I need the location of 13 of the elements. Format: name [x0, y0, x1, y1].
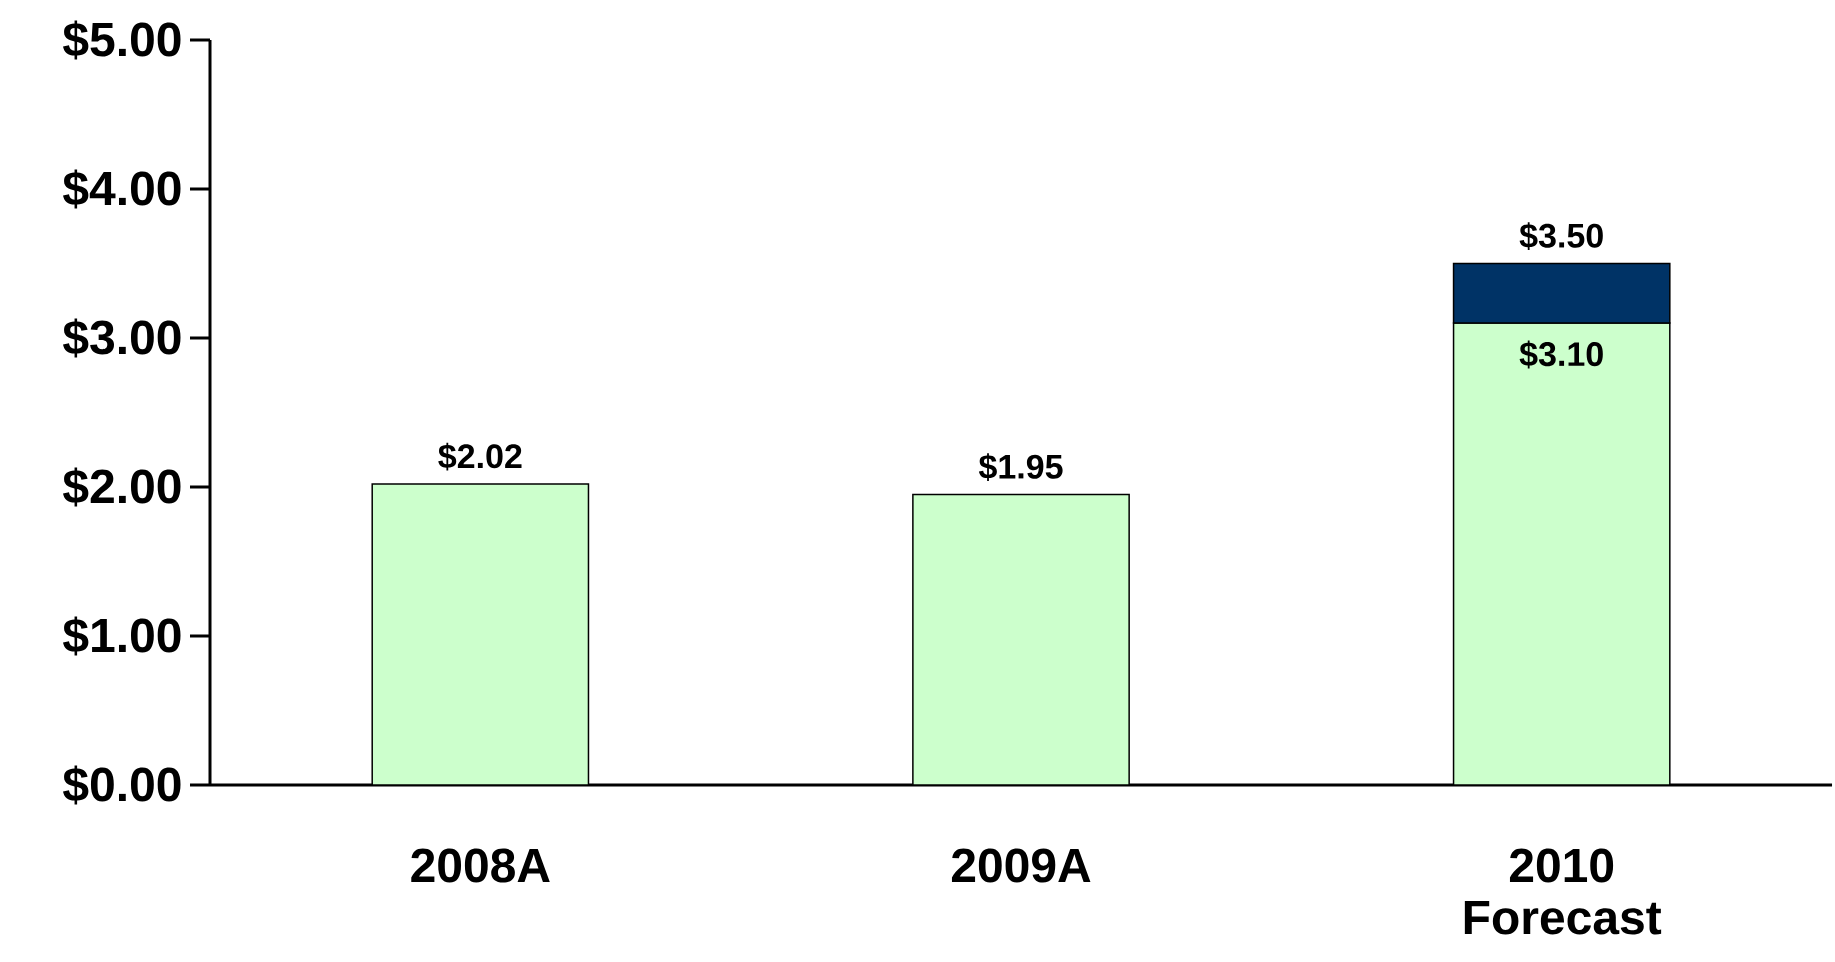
y-tick-label: $0.00: [63, 765, 181, 805]
data-label: $3.10: [1519, 340, 1603, 369]
y-tick-label: $4.00: [63, 169, 181, 209]
y-tick-label: $2.00: [63, 467, 181, 507]
y-tick-label: $3.00: [63, 318, 181, 358]
total-label: $3.50: [1519, 222, 1603, 250]
x-tick-label: 2010 Forecast: [1464, 848, 1662, 935]
x-tick-label: 2009A: [951, 848, 1091, 883]
y-tick-label: $5.00: [63, 20, 181, 60]
y-tick-label: $1.00: [63, 616, 181, 656]
data-label: $2.02: [438, 442, 522, 471]
x-tick-label: 2008A: [411, 848, 550, 883]
data-label: $1.95: [978, 453, 1063, 481]
